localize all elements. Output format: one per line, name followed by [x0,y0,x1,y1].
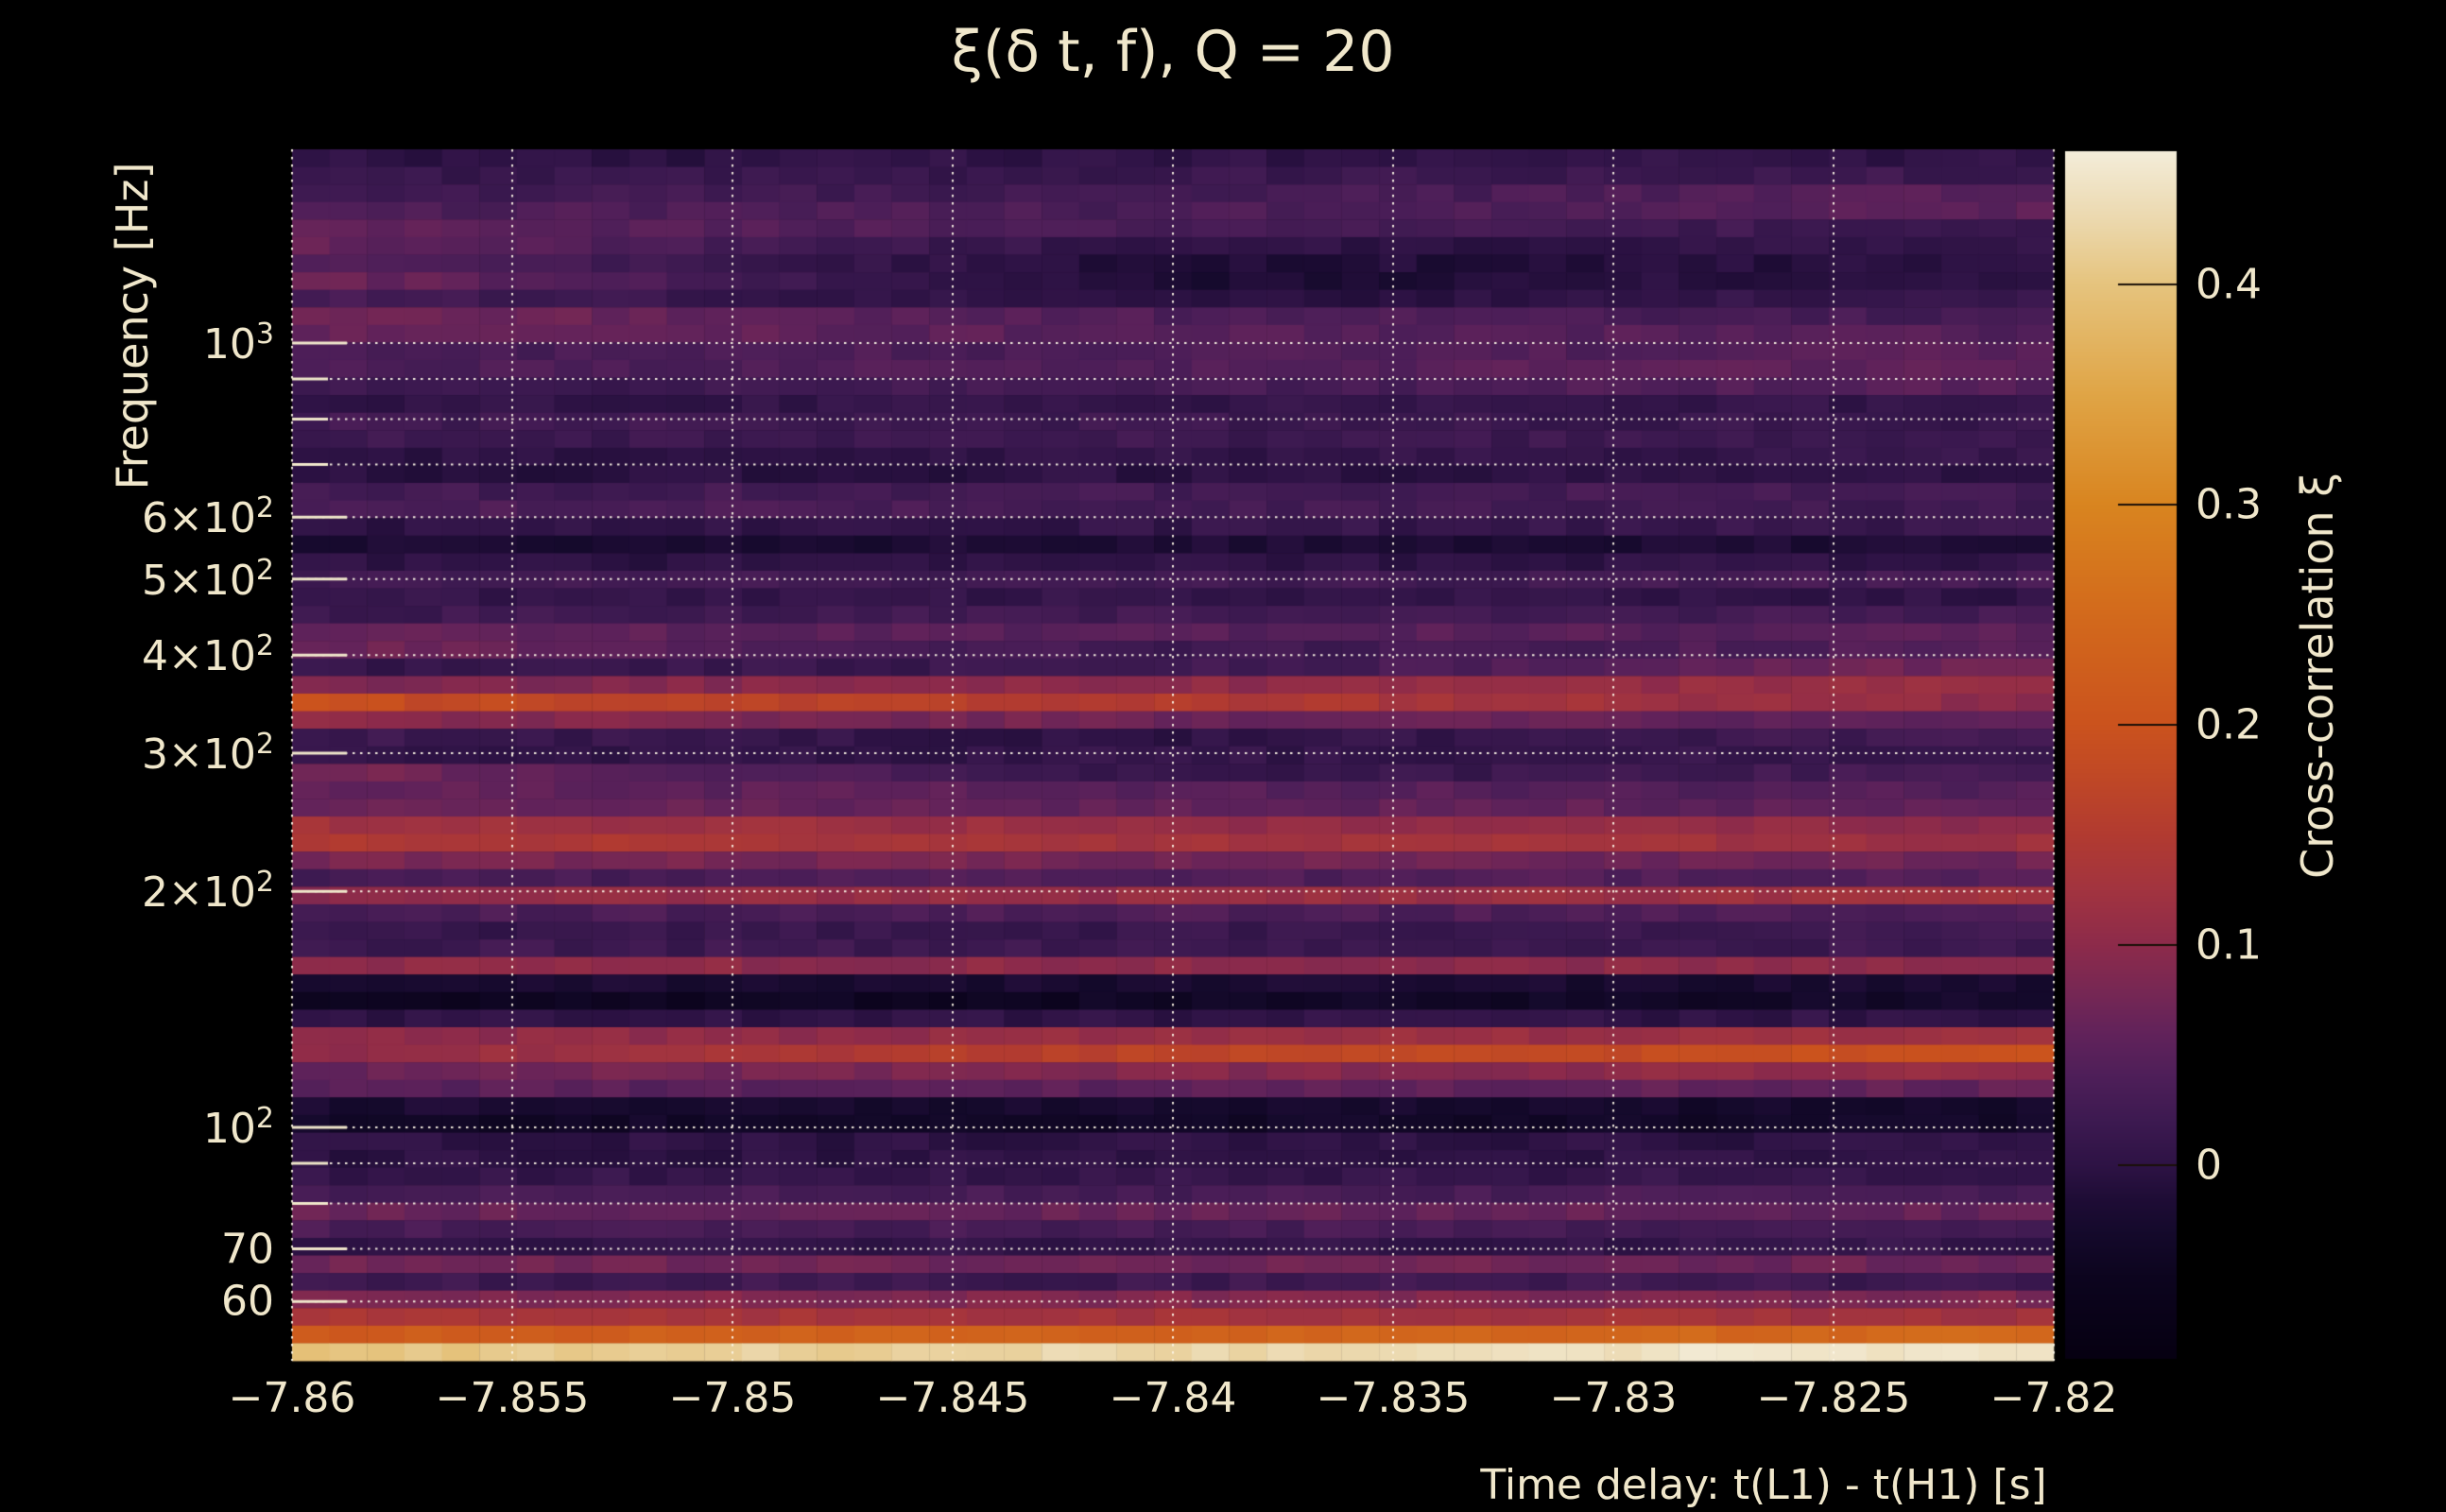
y-tick-label: 3×102 [142,728,274,779]
y-tick-label: 70 [221,1225,274,1274]
colorbar-label: Cross-correlation ξ [2292,472,2343,879]
x-tick-label: −7.825 [1756,1374,1911,1422]
y-tick-label: 102 [202,1102,274,1153]
y-tick-label: 103 [202,318,274,369]
x-tick-label: −7.82 [1990,1374,2118,1422]
x-axis-label: Time delay: t(L1) - t(H1) [s] [1480,1461,2047,1509]
y-tick-label: 60 [221,1277,274,1326]
y-tick-label: 5×102 [142,554,274,605]
x-tick-label: −7.86 [228,1374,356,1422]
y-tick-label: 2×102 [142,866,274,917]
y-tick-label: 4×102 [142,629,274,681]
colorbar-tick-label: 0.4 [2196,260,2262,309]
colorbar-tick-label: 0.1 [2196,920,2262,970]
chart-title: ξ(δ t, f), Q = 20 [951,19,1395,85]
x-tick-label: −7.85 [668,1374,797,1422]
colorbar-tick-label: 0 [2196,1141,2222,1190]
x-tick-label: −7.84 [1109,1374,1237,1422]
y-tick-label: 6×102 [142,491,274,542]
x-tick-label: −7.83 [1549,1374,1678,1422]
x-tick-label: −7.855 [435,1374,590,1422]
x-tick-label: −7.835 [1316,1374,1471,1422]
x-tick-label: −7.845 [875,1374,1030,1422]
colorbar-tick-label: 0.2 [2196,700,2262,749]
colorbar-tick-label: 0.3 [2196,480,2262,529]
